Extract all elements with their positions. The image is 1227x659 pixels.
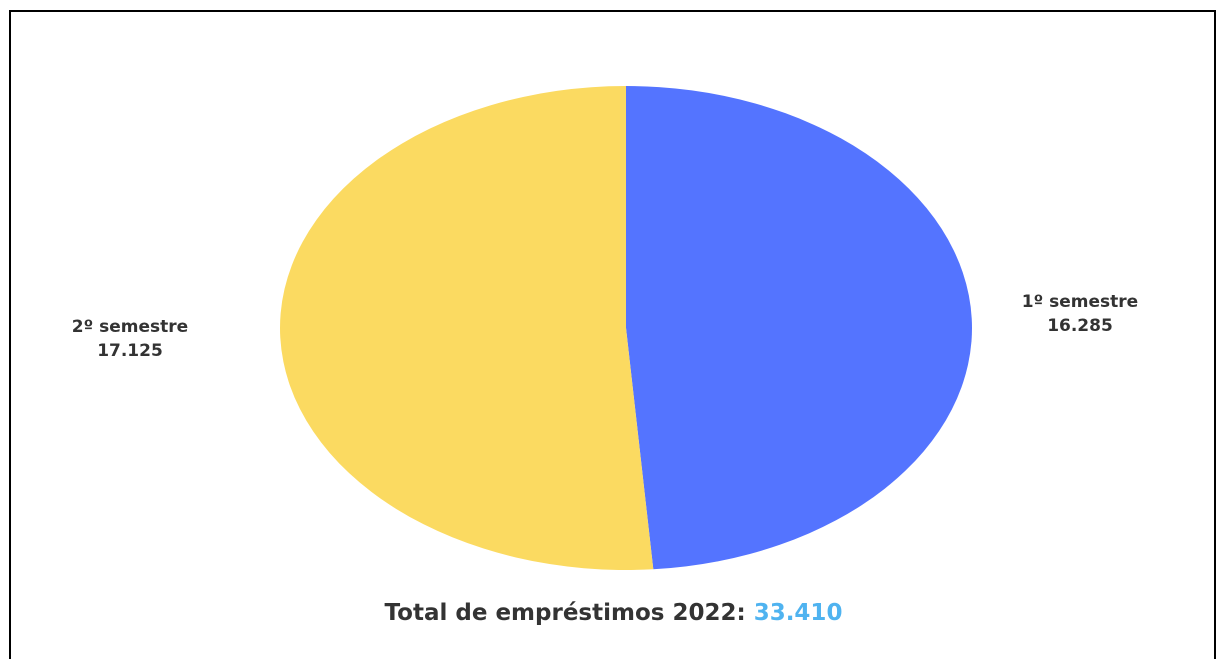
slice-name: 2º semestre — [71, 317, 189, 337]
slice-value: 16.285 — [1047, 316, 1113, 336]
total-text: Total de empréstimos 2022: — [384, 600, 746, 626]
slice-label-1o-semestre: 1º semestre 16.285 — [1020, 290, 1140, 338]
pie-slice-1o-semestre — [626, 86, 972, 570]
pie-slice-2o-semestre — [279, 86, 654, 571]
slice-name: 1º semestre — [1021, 292, 1139, 312]
slice-value: 17.125 — [97, 341, 163, 361]
total-loans: Total de empréstimos 2022: 33.410 — [0, 600, 1227, 626]
slice-label-2o-semestre: 2º semestre 17.125 — [60, 315, 200, 363]
total-value: 33.410 — [753, 600, 843, 626]
